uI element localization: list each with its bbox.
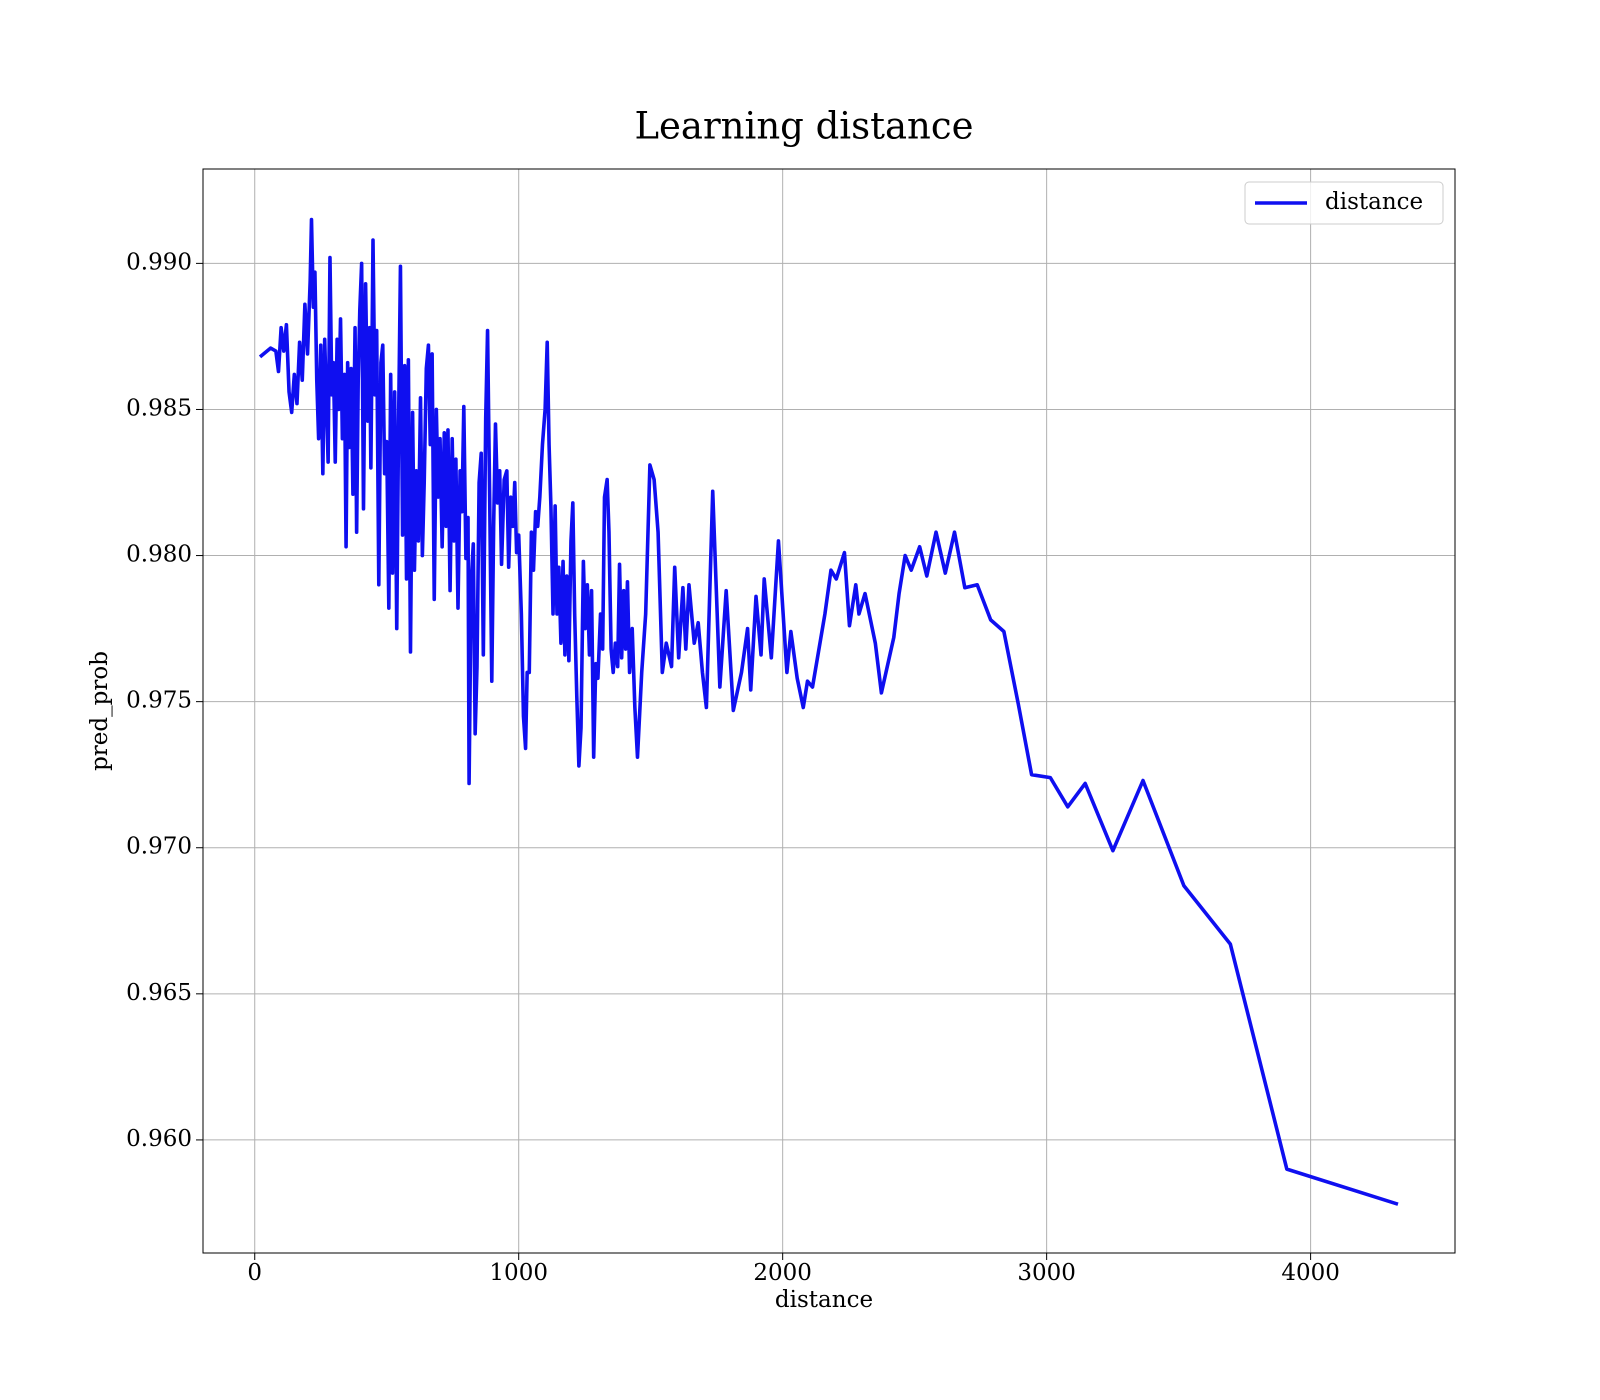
x-tick-label: 2000 [753,1260,812,1286]
x-tick-label: 0 [247,1260,262,1286]
legend-label: distance [1325,189,1423,215]
legend-box [1244,181,1444,225]
x-tick-label: 1000 [489,1260,548,1286]
x-axis-label: distance [775,1287,873,1313]
chart-title: Learning distance [634,105,973,148]
plot-frame [202,168,1456,1254]
y-tick-label: 0.980 [126,542,192,568]
y-tick-label: 0.985 [126,395,192,421]
data-line [258,217,1399,1206]
y-tick-label: 0.965 [126,980,192,1006]
x-tick-label: 4000 [1281,1260,1340,1286]
y-axis-label: pred_prob [87,651,113,771]
y-tick-label: 0.990 [126,249,192,275]
y-tick-label: 0.960 [126,1126,192,1152]
x-tick-label: 3000 [1017,1260,1076,1286]
y-tick-label: 0.970 [126,834,192,860]
y-tick-label: 0.975 [126,688,192,714]
